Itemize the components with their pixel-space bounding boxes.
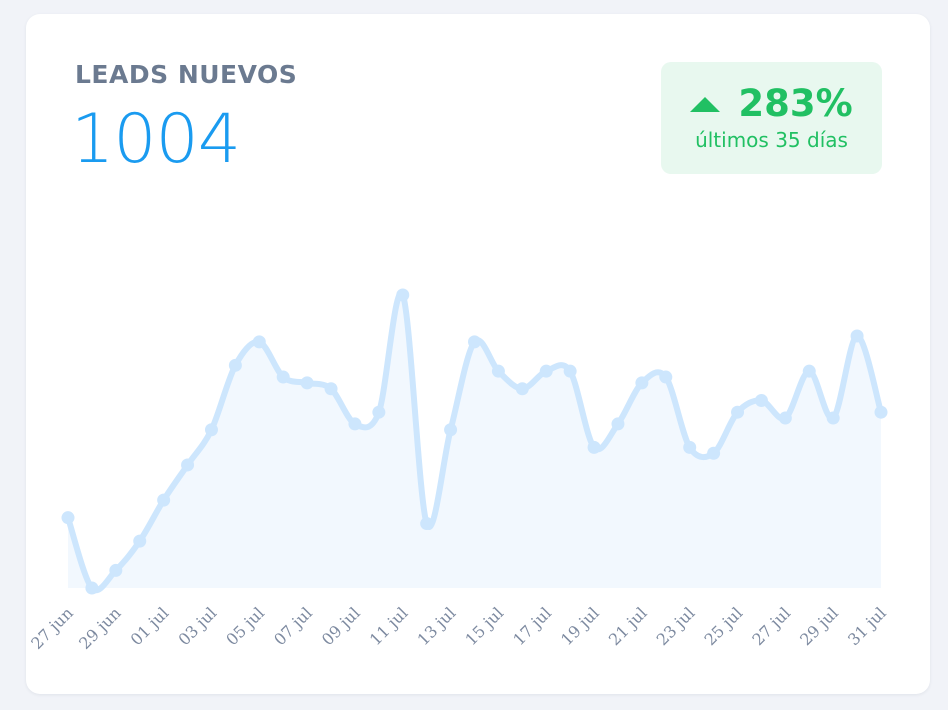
data-point[interactable] [635, 376, 649, 390]
data-point[interactable] [204, 423, 218, 437]
data-point[interactable] [683, 440, 697, 454]
data-point[interactable] [611, 417, 625, 431]
data-point[interactable] [109, 563, 123, 577]
data-point[interactable] [874, 405, 888, 419]
change-badge: 283% últimos 35 días [661, 62, 882, 174]
x-tick-label: 07 jul [270, 603, 316, 649]
x-tick-label: 17 jul [509, 603, 555, 649]
x-tick-label: 05 jul [222, 603, 268, 649]
x-tick-label: 27 jul [748, 603, 794, 649]
data-point[interactable] [372, 405, 386, 419]
data-point[interactable] [157, 493, 171, 507]
x-tick-label: 19 jul [557, 603, 603, 649]
data-point[interactable] [539, 364, 553, 378]
data-point[interactable] [252, 335, 266, 349]
data-point[interactable] [850, 329, 864, 343]
data-point[interactable] [133, 534, 147, 548]
data-point[interactable] [228, 358, 242, 372]
x-tick-label: 29 jun [75, 603, 125, 653]
data-point[interactable] [324, 382, 338, 396]
x-tick-label: 25 jul [701, 603, 747, 649]
data-point[interactable] [707, 446, 721, 460]
data-point[interactable] [563, 364, 577, 378]
x-tick-label: 09 jul [318, 603, 364, 649]
data-point[interactable] [587, 440, 601, 454]
data-point[interactable] [826, 411, 840, 425]
triangle-up-icon [690, 97, 721, 112]
series-area [68, 293, 881, 591]
data-point[interactable] [802, 364, 816, 378]
x-tick-label: 11 jul [366, 603, 412, 649]
data-point[interactable] [276, 370, 290, 384]
change-percent: 283% [738, 82, 853, 125]
data-point[interactable] [444, 423, 458, 437]
x-tick-label: 27 jun [27, 603, 77, 653]
data-point[interactable] [181, 458, 195, 472]
card-title: LEADS NUEVOS [75, 60, 298, 89]
x-tick-label: 15 jul [461, 603, 507, 649]
data-point[interactable] [754, 393, 768, 407]
data-point[interactable] [61, 511, 75, 525]
data-point[interactable] [515, 382, 529, 396]
x-tick-label: 21 jul [605, 603, 651, 649]
x-tick-label: 31 jul [844, 603, 890, 649]
x-tick-label: 23 jul [653, 603, 699, 649]
data-point[interactable] [659, 370, 673, 384]
data-point[interactable] [396, 288, 410, 302]
leads-card: LEADS NUEVOS 1004 283% últimos 35 días 2… [26, 14, 930, 694]
x-tick-label: 01 jul [127, 603, 173, 649]
data-point[interactable] [420, 517, 434, 531]
data-point[interactable] [491, 364, 505, 378]
x-tick-label: 13 jul [414, 603, 460, 649]
data-point[interactable] [731, 405, 745, 419]
x-tick-label: 29 jul [796, 603, 842, 649]
data-point[interactable] [468, 335, 481, 349]
change-period: últimos 35 días [695, 128, 848, 152]
total-value: 1004 [71, 100, 241, 179]
data-point[interactable] [348, 417, 362, 431]
x-tick-label: 03 jul [174, 603, 220, 649]
data-point[interactable] [300, 376, 314, 390]
data-point[interactable] [778, 411, 792, 425]
data-point[interactable] [85, 581, 99, 595]
